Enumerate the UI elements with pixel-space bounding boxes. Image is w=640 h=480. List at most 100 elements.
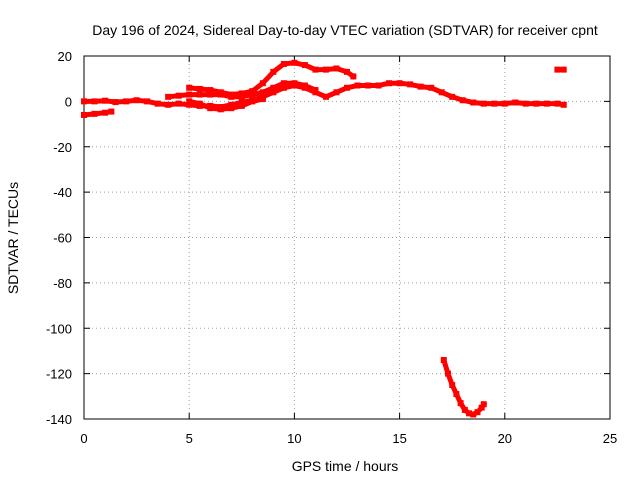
data-point bbox=[217, 106, 224, 113]
x-tick-label: 10 bbox=[287, 431, 301, 446]
data-point bbox=[259, 96, 266, 103]
data-point bbox=[249, 91, 256, 98]
data-point bbox=[81, 98, 87, 105]
data-point bbox=[81, 111, 87, 118]
data-point bbox=[228, 93, 235, 100]
data-point bbox=[238, 93, 245, 100]
data-point bbox=[480, 401, 487, 408]
data-point bbox=[207, 91, 214, 98]
series-late-dip bbox=[440, 356, 488, 418]
data-point bbox=[144, 98, 151, 105]
y-tick-label: -100 bbox=[46, 321, 72, 336]
data-point bbox=[474, 409, 481, 416]
data-point bbox=[301, 62, 308, 69]
data-point bbox=[560, 66, 567, 73]
data-point bbox=[375, 82, 382, 89]
data-point bbox=[440, 357, 447, 364]
data-point bbox=[333, 89, 340, 96]
x-tick-label: 25 bbox=[603, 431, 617, 446]
data-point bbox=[560, 101, 567, 108]
data-point bbox=[280, 84, 287, 91]
y-tick-label: -60 bbox=[53, 231, 72, 246]
data-point bbox=[554, 100, 561, 107]
data-point bbox=[123, 98, 130, 105]
data-point bbox=[280, 60, 287, 67]
data-point bbox=[238, 102, 245, 109]
series-middle-band bbox=[165, 80, 319, 100]
data-point bbox=[186, 101, 193, 108]
data-point bbox=[322, 66, 329, 73]
data-point bbox=[344, 84, 350, 91]
data-point bbox=[459, 97, 466, 104]
data-point bbox=[270, 89, 277, 96]
data-point bbox=[543, 100, 550, 107]
data-point bbox=[480, 100, 487, 107]
y-tick-label: 20 bbox=[58, 49, 72, 64]
y-tick-label: -120 bbox=[46, 367, 72, 382]
y-tick-label: -20 bbox=[53, 140, 72, 155]
data-point bbox=[133, 97, 140, 104]
data-point bbox=[461, 406, 468, 413]
data-point bbox=[91, 110, 98, 117]
data-point bbox=[291, 80, 298, 87]
data-point bbox=[165, 93, 172, 100]
data-point bbox=[417, 83, 424, 90]
data-point bbox=[491, 100, 498, 107]
x-tick-label: 20 bbox=[498, 431, 512, 446]
data-point bbox=[354, 82, 361, 89]
data-point bbox=[533, 100, 540, 107]
data-point bbox=[228, 101, 235, 108]
data-point bbox=[196, 91, 203, 98]
data-point bbox=[207, 87, 214, 94]
data-point bbox=[344, 68, 350, 75]
data-point bbox=[453, 391, 460, 398]
data-point bbox=[322, 93, 329, 100]
data-point bbox=[249, 98, 256, 105]
data-point bbox=[217, 91, 224, 98]
data-point bbox=[280, 80, 287, 87]
data-point bbox=[512, 99, 519, 106]
data-point bbox=[291, 59, 298, 66]
y-tick-label: -40 bbox=[53, 185, 72, 200]
chart-title: Day 196 of 2024, Sidereal Day-to-day VTE… bbox=[92, 22, 598, 38]
series-lower-band bbox=[186, 96, 266, 113]
series-main-trace bbox=[81, 80, 567, 111]
data-point bbox=[270, 84, 277, 91]
data-point bbox=[196, 85, 203, 92]
data-point bbox=[350, 73, 357, 80]
data-point bbox=[259, 80, 266, 87]
series-isolated-point bbox=[554, 66, 567, 73]
data-point bbox=[554, 66, 561, 73]
data-point bbox=[259, 89, 266, 96]
data-point bbox=[238, 90, 245, 97]
x-tick-label: 5 bbox=[186, 431, 193, 446]
data-point bbox=[228, 105, 235, 112]
series-start-offset bbox=[81, 108, 115, 118]
data-point bbox=[108, 108, 115, 115]
data-point bbox=[196, 100, 203, 107]
data-point bbox=[478, 404, 485, 411]
data-point bbox=[470, 411, 477, 418]
data-point bbox=[175, 92, 182, 99]
data-point bbox=[333, 65, 340, 72]
y-tick-label: -140 bbox=[46, 412, 72, 427]
y-tick-label: -80 bbox=[53, 276, 72, 291]
data-point bbox=[270, 68, 277, 75]
data-point bbox=[249, 88, 256, 95]
data-point bbox=[207, 105, 214, 112]
data-point bbox=[175, 100, 182, 107]
data-point bbox=[438, 89, 445, 96]
data-point bbox=[102, 97, 109, 104]
data-point bbox=[449, 93, 456, 100]
data-point bbox=[165, 101, 172, 108]
data-point bbox=[365, 82, 372, 89]
data-point bbox=[386, 80, 393, 87]
data-point bbox=[238, 99, 245, 106]
data-point bbox=[444, 370, 451, 377]
data-point bbox=[522, 100, 529, 107]
y-tick-label: 0 bbox=[65, 94, 72, 109]
data-point bbox=[186, 98, 193, 105]
plot-frame bbox=[83, 55, 611, 420]
data-point bbox=[312, 87, 319, 94]
